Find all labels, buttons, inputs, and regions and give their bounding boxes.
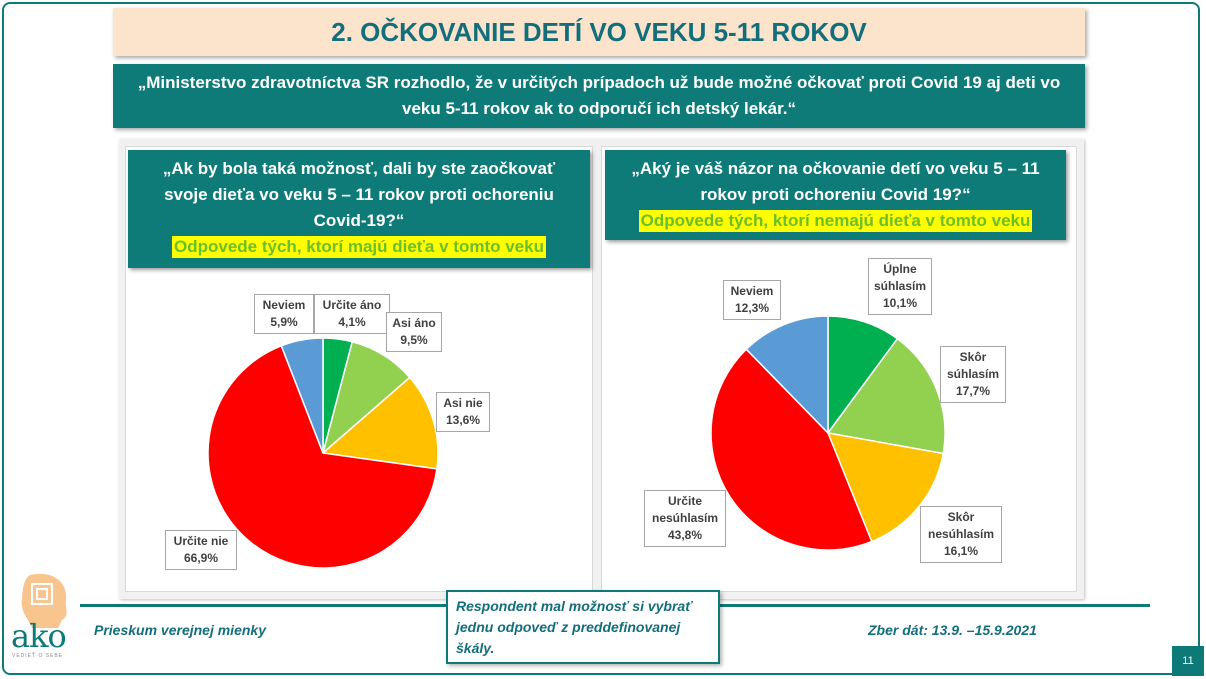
left-label-asi-nie: Asi nie 13,6% bbox=[436, 392, 490, 432]
respondent-note: Respondent mal možnosť si vybrať jednu o… bbox=[446, 590, 720, 664]
footer-survey-label: Prieskum verejnej mienky bbox=[94, 622, 266, 638]
right-label-skor-nesuhlasim: Skôr nesúhlasím 16,1% bbox=[920, 506, 1002, 563]
right-label-uplne-suhlasim: Úplne súhlasím 10,1% bbox=[868, 258, 932, 315]
ako-logo-tagline: VEDIEŤ O SEBE bbox=[12, 653, 64, 659]
slice-category: Neviem bbox=[262, 298, 306, 312]
slice-value: 17,7% bbox=[955, 384, 991, 398]
ako-logo-text: ako bbox=[11, 617, 67, 655]
left-label-neviem: Neviem 5,9% bbox=[254, 294, 314, 334]
left-respondent-highlight: Odpovede tých, ktorí majú dieťa v tomto … bbox=[172, 236, 546, 258]
right-label-skor-suhlasim: Skôr súhlasím 17,7% bbox=[940, 346, 1006, 403]
slice-category: Skôr bbox=[959, 350, 987, 364]
left-label-asi-ano: Asi áno 9,5% bbox=[386, 312, 442, 352]
note-line: škály. bbox=[456, 640, 495, 656]
slice-value: 16,1% bbox=[943, 544, 979, 558]
right-label-neviem: Neviem 12,3% bbox=[723, 280, 781, 320]
note-line: jednu odpoveď z preddefinovanej bbox=[456, 619, 681, 635]
slice-category: Skôr bbox=[947, 510, 975, 524]
page-number: 11 bbox=[1172, 646, 1204, 676]
slice-category: súhlasím bbox=[946, 367, 1000, 381]
slice-category: súhlasím bbox=[873, 279, 927, 293]
slice-category: Určite nie bbox=[173, 534, 229, 548]
slide-title: 2. OČKOVANIE DETÍ VO VEKU 5-11 ROKOV bbox=[113, 8, 1085, 56]
left-label-urcite-ano: Určite áno 4,1% bbox=[314, 294, 390, 334]
slice-value: 66,9% bbox=[183, 551, 219, 565]
slice-category: Úplne bbox=[883, 262, 917, 276]
left-question-line: Covid-19?“ bbox=[313, 211, 405, 230]
slice-category: nesúhlasím bbox=[651, 511, 719, 525]
slice-value: 4,1% bbox=[338, 315, 366, 329]
slice-category: nesúhlasím bbox=[927, 527, 995, 541]
title-text: 2. OČKOVANIE DETÍ VO VEKU 5-11 ROKOV bbox=[331, 16, 867, 47]
slice-category: Určite bbox=[667, 494, 702, 508]
slice-value: 13,6% bbox=[445, 413, 481, 427]
left-question-line: svoje dieťa vo veku 5 – 11 rokov proti o… bbox=[164, 185, 554, 204]
right-question-line: „Aký je váš názor na očkovanie detí vo v… bbox=[631, 159, 1040, 178]
slice-value: 43,8% bbox=[667, 528, 703, 542]
footer-date-range: Zber dát: 13.9. –15.9.2021 bbox=[868, 622, 1037, 638]
slice-category: Asi áno bbox=[392, 316, 436, 330]
slice-category: Asi nie bbox=[443, 396, 483, 410]
right-label-urcite-nesuhlasim: Určite nesúhlasím 43,8% bbox=[644, 490, 726, 547]
slice-value: 12,3% bbox=[734, 301, 770, 315]
slice-category: Určite áno bbox=[322, 298, 382, 312]
left-question-line: „Ak by bola taká možnosť, dali by ste za… bbox=[162, 159, 556, 178]
slice-value: 9,5% bbox=[400, 333, 428, 347]
right-respondent-highlight: Odpovede tých, ktorí nemajú dieťa v tomt… bbox=[638, 210, 1033, 232]
left-question-box: „Ak by bola taká možnosť, dali by ste za… bbox=[128, 150, 590, 268]
right-question-line: rokov proti ochoreniu Covid 19?“ bbox=[700, 185, 971, 204]
left-label-urcite-nie: Určite nie 66,9% bbox=[165, 530, 237, 570]
slice-category: Neviem bbox=[730, 284, 774, 298]
right-question-box: „Aký je váš názor na očkovanie detí vo v… bbox=[605, 150, 1066, 240]
note-line: Respondent mal možnosť si vybrať bbox=[456, 598, 692, 614]
ako-logo-icon bbox=[21, 573, 67, 628]
ministry-quote: „Ministerstvo zdravotníctva SR rozhodlo,… bbox=[113, 64, 1085, 128]
slice-value: 10,1% bbox=[882, 296, 918, 310]
quote-text: „Ministerstvo zdravotníctva SR rozhodlo,… bbox=[137, 73, 1061, 118]
slice-value: 5,9% bbox=[270, 315, 298, 329]
